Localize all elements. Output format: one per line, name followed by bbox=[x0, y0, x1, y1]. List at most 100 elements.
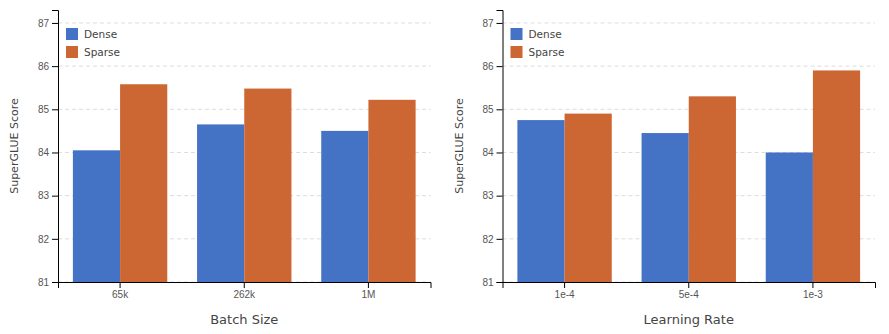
tick: 85 bbox=[38, 104, 58, 115]
figure: 81 82 83 84 85 86 87 65k 262k 1M Batch Size SuperGL… bbox=[0, 0, 889, 334]
grid bbox=[58, 23, 431, 282]
x-axis: 65k 262k 1M bbox=[59, 282, 432, 300]
x-axis-title: Batch Size bbox=[210, 312, 278, 327]
tick-mark bbox=[812, 282, 813, 288]
tick-mark bbox=[244, 282, 245, 288]
bar bbox=[197, 124, 244, 282]
tick: 83 bbox=[38, 190, 58, 201]
legend-swatch bbox=[511, 28, 523, 40]
tick: 82 bbox=[482, 234, 502, 245]
bar bbox=[689, 96, 736, 282]
tick: 84 bbox=[38, 147, 58, 158]
tick-mark bbox=[497, 196, 503, 197]
tick-label: 81 bbox=[38, 277, 50, 288]
tick-mark bbox=[497, 109, 503, 110]
bar bbox=[642, 133, 689, 282]
tick-label: 87 bbox=[38, 18, 50, 29]
tick-label: 82 bbox=[38, 234, 50, 245]
bar bbox=[73, 150, 120, 282]
tick-mark bbox=[52, 66, 58, 67]
tick-mark bbox=[52, 152, 58, 153]
axis-line bbox=[503, 283, 876, 289]
bar bbox=[565, 114, 612, 282]
grid bbox=[503, 23, 876, 282]
bar bbox=[813, 70, 860, 282]
tick-label: 86 bbox=[38, 61, 50, 72]
tick-label: 83 bbox=[482, 190, 494, 201]
tick-label: 1M bbox=[361, 289, 375, 300]
tick: 83 bbox=[482, 190, 502, 201]
bars bbox=[73, 84, 416, 282]
legend-swatch bbox=[66, 46, 78, 58]
tick: 86 bbox=[38, 61, 58, 72]
legend-label: Dense bbox=[529, 28, 562, 40]
tick-mark bbox=[52, 282, 58, 283]
grid-line bbox=[503, 22, 876, 23]
tick-mark bbox=[368, 282, 369, 288]
tick-label: 83 bbox=[38, 190, 50, 201]
tick: 262k bbox=[233, 282, 256, 300]
bar bbox=[321, 131, 368, 282]
legend: Dense Sparse bbox=[511, 28, 565, 58]
grid-line bbox=[503, 66, 876, 67]
tick-label: 1e-3 bbox=[803, 289, 823, 300]
tick-label: 85 bbox=[38, 104, 50, 115]
y-axis-title: SuperGLUE Score bbox=[453, 98, 466, 194]
y-axis-title: SuperGLUE Score bbox=[8, 98, 21, 194]
tick-mark bbox=[497, 152, 503, 153]
tick: 86 bbox=[482, 61, 502, 72]
tick: 81 bbox=[38, 277, 58, 288]
tick-mark bbox=[564, 282, 565, 288]
legend-swatch bbox=[511, 46, 523, 58]
tick-label: 81 bbox=[482, 277, 494, 288]
legend-item: Dense bbox=[66, 28, 117, 40]
tick-mark bbox=[497, 66, 503, 67]
tick: 81 bbox=[482, 277, 502, 288]
tick-label: 87 bbox=[482, 18, 494, 29]
bar bbox=[368, 100, 415, 282]
tick: 87 bbox=[38, 18, 58, 29]
panel: 81 82 83 84 85 86 87 65k 262k 1M Batch Size SuperGL… bbox=[8, 11, 431, 328]
legend-item: Sparse bbox=[66, 46, 120, 58]
bar bbox=[244, 89, 291, 282]
legend-label: Sparse bbox=[84, 46, 120, 58]
tick: 1e-3 bbox=[803, 282, 823, 300]
legend-label: Sparse bbox=[529, 46, 565, 58]
tick: 84 bbox=[482, 147, 502, 158]
y-axis: 81 82 83 84 85 86 87 bbox=[38, 11, 59, 288]
grid-line bbox=[58, 22, 431, 23]
legend-item: Sparse bbox=[511, 46, 565, 58]
bar bbox=[517, 120, 564, 282]
tick-mark bbox=[52, 239, 58, 240]
tick-label: 65k bbox=[112, 289, 129, 300]
tick-label: 1e-4 bbox=[555, 289, 575, 300]
tick-label: 82 bbox=[482, 234, 494, 245]
tick-mark bbox=[120, 282, 121, 288]
bars bbox=[517, 70, 860, 282]
tick-mark bbox=[497, 239, 503, 240]
bar bbox=[766, 152, 813, 282]
panel: 81 82 83 84 85 86 87 1e-4 5e-4 1e-3 Learning Rate S… bbox=[453, 11, 876, 328]
tick: 5e-4 bbox=[679, 282, 699, 300]
axis-line bbox=[52, 11, 59, 283]
bar bbox=[120, 84, 167, 282]
legend-item: Dense bbox=[511, 28, 562, 40]
tick-mark bbox=[52, 196, 58, 197]
tick-label: 84 bbox=[482, 147, 494, 158]
x-axis-title: Learning Rate bbox=[644, 312, 734, 327]
legend-swatch bbox=[66, 28, 78, 40]
tick: 82 bbox=[38, 234, 58, 245]
legend-label: Dense bbox=[84, 28, 117, 40]
y-axis: 81 82 83 84 85 86 87 bbox=[482, 11, 503, 288]
tick-mark bbox=[497, 23, 503, 24]
legend: Dense Sparse bbox=[66, 28, 120, 58]
tick-label: 86 bbox=[482, 61, 494, 72]
tick: 1M bbox=[361, 282, 375, 300]
grid-line bbox=[58, 66, 431, 67]
tick-mark bbox=[52, 23, 58, 24]
axis-line bbox=[59, 283, 432, 289]
x-axis: 1e-4 5e-4 1e-3 bbox=[503, 282, 876, 300]
tick-label: 85 bbox=[482, 104, 494, 115]
axis-line bbox=[497, 11, 504, 283]
tick: 1e-4 bbox=[555, 282, 575, 300]
